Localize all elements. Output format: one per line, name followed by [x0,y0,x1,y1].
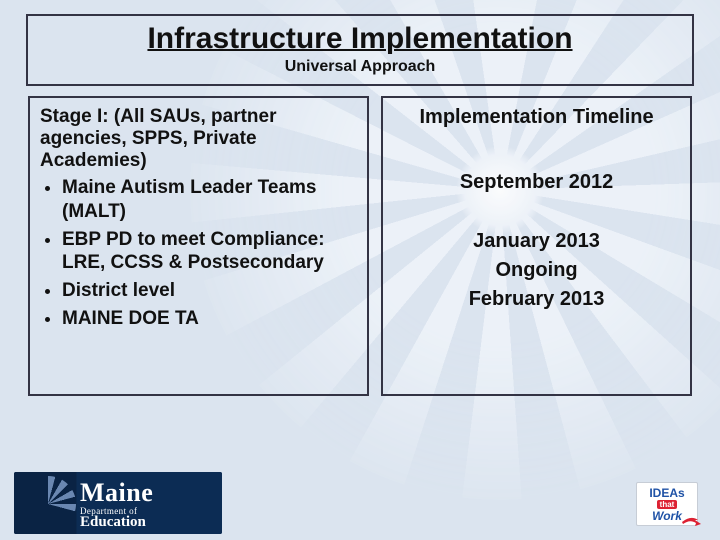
logo-line3: Education [80,514,153,531]
left-heading: Stage I: (All SAUs, partner agencies, SP… [40,106,357,172]
slide: Infrastructure Implementation Universal … [0,0,720,540]
logo-text: Maine Department of Education [80,478,153,531]
logo-line1: Maine [80,478,153,508]
footer: Maine Department of Education IDEAs that… [0,466,720,540]
arrow-icon [681,515,701,529]
list-item: District level [62,279,357,303]
ideas-line3: Work [652,510,682,522]
list-item: MAINE DOE TA [62,307,357,331]
slide-subtitle: Universal Approach [38,58,682,76]
list-item: EBP PD to meet Compliance: LRE, CCSS & P… [62,228,357,276]
timeline-item: January 2013 [393,230,680,253]
maine-doe-logo: Maine Department of Education [14,472,222,534]
ideas-line2: that [657,500,678,509]
timeline-item: Ongoing [393,259,680,282]
left-panel: Stage I: (All SAUs, partner agencies, SP… [28,96,369,396]
title-box: Infrastructure Implementation Universal … [26,14,694,86]
slide-title-text: Infrastructure Implementation [147,22,572,55]
slide-title: Infrastructure Implementation [38,22,682,56]
timeline-item: September 2012 [393,171,680,194]
ideas-line1: IDEAs [649,487,684,499]
right-panel: Implementation Timeline September 2012 J… [381,96,692,396]
star-icon [20,476,76,532]
spacer [393,194,680,224]
content-columns: Stage I: (All SAUs, partner agencies, SP… [18,96,702,396]
list-item: Maine Autism Leader Teams (MALT) [62,176,357,224]
timeline-heading: Implementation Timeline [393,106,680,129]
timeline-item: February 2013 [393,288,680,311]
left-bullet-list: Maine Autism Leader Teams (MALT) EBP PD … [62,176,357,331]
ideas-that-work-logo: IDEAs that Work [636,482,698,526]
